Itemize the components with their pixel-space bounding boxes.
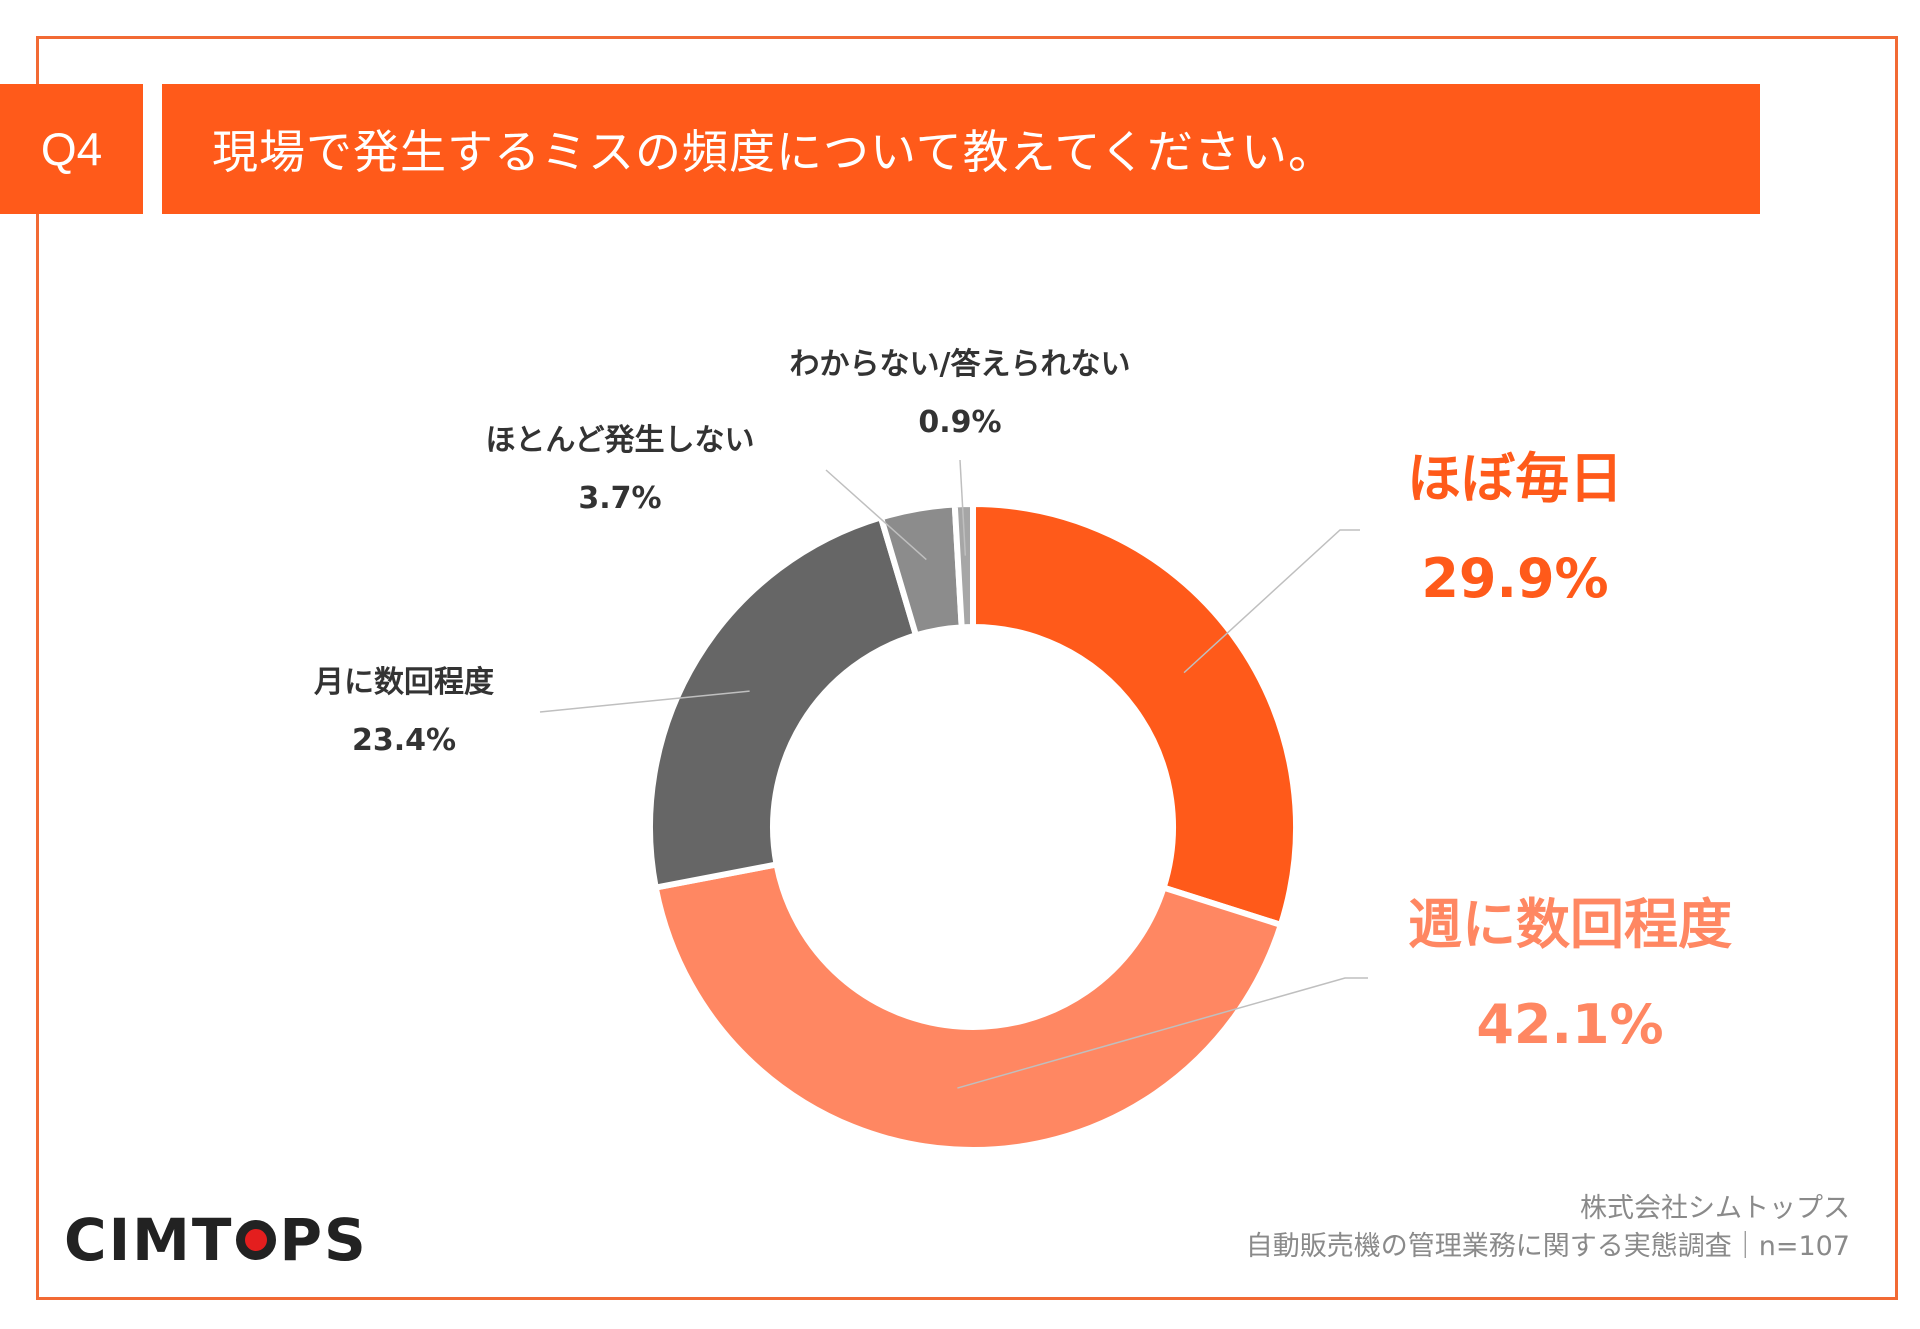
logo-o-mark xyxy=(236,1220,277,1260)
label-daily-percent: 29.9% xyxy=(1421,547,1609,610)
label-weekly: 週に数回程度 42.1% xyxy=(1360,890,1780,1060)
question-number-badge: Q4 xyxy=(0,84,143,214)
leader-monthly xyxy=(539,690,750,713)
logo-text-right: PS xyxy=(279,1206,368,1274)
label-monthly: 月に数回程度 23.4% xyxy=(254,662,554,762)
cimtops-logo: CIMT PS xyxy=(64,1206,368,1274)
label-unknown-percent: 0.9% xyxy=(918,405,1002,440)
leader-unknown xyxy=(959,459,967,556)
leader-weekly xyxy=(957,977,1368,1089)
label-monthly-category: 月に数回程度 xyxy=(314,665,494,700)
label-daily-category: ほぼ毎日 xyxy=(1407,447,1623,510)
label-rarely: ほとんど発生しない 3.7% xyxy=(420,420,820,520)
label-weekly-category: 週に数回程度 xyxy=(1408,893,1732,956)
slice-monthly xyxy=(647,513,920,892)
label-unknown: わからない/答えられない 0.9% xyxy=(720,344,1200,444)
label-monthly-percent: 23.4% xyxy=(351,723,457,758)
label-unknown-category: わからない/答えられない xyxy=(789,347,1131,382)
question-title: 現場で発生するミスの頻度について教えてください。 xyxy=(212,125,1335,179)
label-weekly-percent: 42.1% xyxy=(1476,993,1664,1056)
source-note: 株式会社シムトップス 自動販売機の管理業務に関する実態調査｜n=107 xyxy=(1246,1190,1850,1266)
leader-rarely xyxy=(825,469,927,561)
slide-frame xyxy=(36,36,1898,1300)
slice-daily xyxy=(970,500,1299,929)
logo-text-left: CIMT xyxy=(64,1206,234,1274)
title-bar: 現場で発生するミスの頻度について教えてください。 xyxy=(162,84,1760,214)
slice-weekly xyxy=(652,860,1285,1153)
label-daily: ほぼ毎日 29.9% xyxy=(1350,444,1680,614)
leader-daily xyxy=(1183,529,1360,674)
company-name: 株式会社シムトップス xyxy=(1580,1193,1850,1224)
label-rarely-category: ほとんど発生しない xyxy=(485,423,755,458)
survey-name: 自動販売機の管理業務に関する実態調査｜n=107 xyxy=(1245,1231,1850,1262)
label-rarely-percent: 3.7% xyxy=(578,481,662,516)
slice-unknown xyxy=(951,500,976,631)
question-number: Q4 xyxy=(40,123,103,175)
